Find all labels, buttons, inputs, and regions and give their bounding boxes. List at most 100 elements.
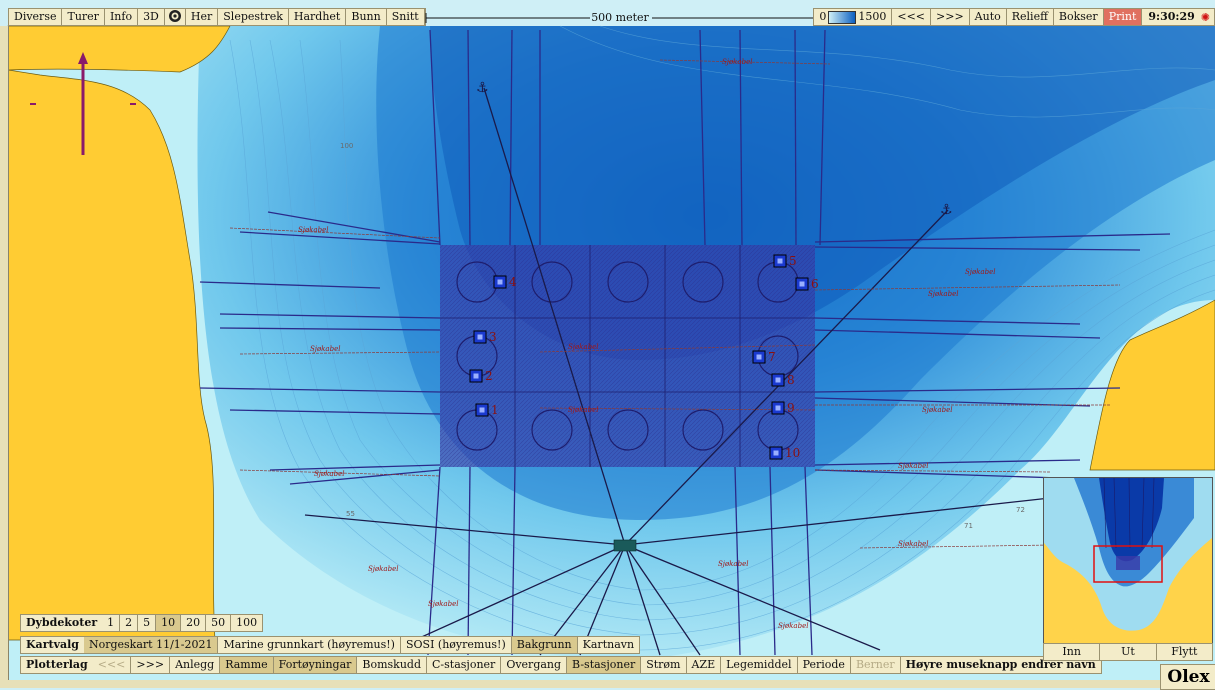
depth-label: 55: [346, 510, 355, 518]
depth-label: 72: [1016, 506, 1025, 514]
station-label: 7: [768, 350, 776, 364]
station-marker-core: [477, 334, 483, 340]
cable-label: Sjøkabel: [898, 540, 928, 548]
contour-20[interactable]: 20: [181, 615, 207, 631]
depth-scale[interactable]: 0 1500: [814, 9, 893, 25]
cable-label: Sjøkabel: [965, 268, 995, 276]
station-label: 6: [811, 277, 819, 291]
bokser-button[interactable]: Bokser: [1054, 9, 1104, 25]
map-kartnavn[interactable]: Kartnavn: [582, 638, 635, 651]
contour-10[interactable]: 10: [156, 615, 182, 631]
station-marker-core: [777, 258, 783, 264]
map-bakgrunn[interactable]: Bakgrunn: [511, 637, 578, 653]
station-marker-core: [773, 450, 779, 456]
longitude-ruler: [0, 680, 1160, 688]
toolbar-slepestrek[interactable]: Slepestrek: [218, 9, 289, 25]
layer-anlegg[interactable]: Anlegg: [170, 657, 221, 673]
cable-label: Sjøkabel: [928, 290, 958, 298]
overview-controls: Inn Ut Flytt: [1043, 643, 1213, 661]
toolbar-info[interactable]: Info: [105, 9, 139, 25]
depth-max: 1500: [858, 10, 887, 23]
cable-label: Sjøkabel: [922, 406, 952, 414]
cable-label: Sjøkabel: [298, 226, 328, 234]
toolbar-turer[interactable]: Turer: [62, 9, 105, 25]
contour-2[interactable]: 2: [120, 615, 139, 631]
station-marker-core: [473, 373, 479, 379]
station-label: 1: [491, 403, 499, 417]
depth-contour-bar: Dybdekoter 1 2 5 10 20 50 100: [20, 614, 264, 632]
plotterlag-label: Plotterlag: [26, 658, 88, 671]
contour-100[interactable]: 100: [236, 616, 258, 629]
toolbar-bunn[interactable]: Bunn: [346, 9, 387, 25]
cable-label: Sjøkabel: [568, 343, 598, 351]
layer-periode[interactable]: Periode: [798, 657, 851, 673]
station-label: 8: [787, 373, 795, 387]
layer-overgang[interactable]: Overgang: [501, 657, 568, 673]
toolbar-hardhet[interactable]: Hardhet: [289, 9, 347, 25]
zoom-out-button[interactable]: Ut: [1100, 644, 1157, 660]
cable-label: Sjøkabel: [310, 345, 340, 353]
map-marine-grunnkart[interactable]: Marine grunnkart (høyremus!): [218, 637, 401, 653]
layer-strom[interactable]: Strøm: [641, 657, 687, 673]
cable-label: Sjøkabel: [314, 470, 344, 478]
layer-prev-button[interactable]: <<<: [93, 657, 132, 673]
toolbar-snitt[interactable]: Snitt: [387, 9, 425, 25]
layer-aze[interactable]: AZE: [687, 657, 722, 673]
scale-label: 500 meter: [591, 11, 649, 24]
move-button[interactable]: Flytt: [1171, 645, 1198, 658]
cable-label: Sjøkabel: [568, 406, 598, 414]
target-icon[interactable]: [165, 9, 186, 25]
layer-bomskudd[interactable]: Bomskudd: [357, 657, 428, 673]
station-label: 10: [785, 446, 800, 460]
svg-text:⚓: ⚓: [476, 80, 489, 96]
next-button[interactable]: >>>: [931, 9, 970, 25]
contour-5[interactable]: 5: [138, 615, 157, 631]
toolbar-3d[interactable]: 3D: [138, 9, 165, 25]
station-label: 9: [787, 401, 795, 415]
layer-fortoyningar[interactable]: Fortøyningar: [273, 657, 358, 673]
overview-map[interactable]: [1043, 477, 1213, 644]
map-sosi[interactable]: SOSI (høyremus!): [401, 637, 512, 653]
record-icon: ✺: [1200, 10, 1210, 24]
top-right-toolbar: 0 1500 <<< >>> Auto Relieff Bokser Print…: [813, 8, 1215, 26]
brand-logo: Olex: [1160, 664, 1215, 690]
layer-c-stasjoner[interactable]: C-stasjoner: [427, 657, 502, 673]
depth-label: 100: [340, 142, 353, 150]
cable-label: Sjøkabel: [722, 58, 752, 66]
toolbar-diverse[interactable]: Diverse: [9, 9, 63, 25]
latitude-ruler: [0, 26, 9, 680]
kartvalg-label: Kartvalg: [26, 638, 79, 651]
station-marker-core: [775, 405, 781, 411]
relieff-button[interactable]: Relieff: [1007, 9, 1054, 25]
station-marker-core: [497, 279, 503, 285]
cable-label: Sjøkabel: [368, 565, 398, 573]
zoom-in-button[interactable]: Inn: [1044, 644, 1101, 660]
map-norgeskart[interactable]: Norgeskart 11/1-2021: [83, 637, 219, 653]
depth-min: 0: [819, 10, 827, 23]
layer-b-stasjoner[interactable]: B-stasjoner: [567, 657, 642, 673]
top-toolbar: Diverse Turer Info 3D Her Slepestrek Har…: [8, 8, 426, 26]
cable-label: Sjøkabel: [428, 600, 458, 608]
print-button[interactable]: Print: [1103, 9, 1143, 25]
auto-button[interactable]: Auto: [970, 9, 1007, 25]
dybdekoter-label: Dybdekoter: [26, 616, 98, 629]
station-label: 5: [789, 254, 797, 268]
station-label: 2: [485, 369, 493, 383]
rename-hint: Høyre museknapp endrer navn: [905, 658, 1096, 671]
contour-1[interactable]: 1: [102, 615, 121, 631]
station-marker-core: [775, 377, 781, 383]
prev-button[interactable]: <<<: [892, 9, 932, 25]
layer-legemiddel[interactable]: Legemiddel: [721, 657, 798, 673]
station-marker-core: [479, 407, 485, 413]
layer-berner[interactable]: Berner: [851, 657, 901, 673]
depth-label: 71: [964, 522, 973, 530]
toolbar-her[interactable]: Her: [186, 9, 219, 25]
contour-50[interactable]: 50: [206, 615, 232, 631]
clock: 9:30:29: [1148, 10, 1195, 23]
depth-gradient: [828, 10, 857, 24]
map-select-bar: Kartvalg Norgeskart 11/1-2021 Marine gru…: [20, 636, 641, 654]
cable-label: Sjøkabel: [898, 462, 928, 470]
layer-next-button[interactable]: >>>: [131, 657, 171, 673]
layer-ramme[interactable]: Ramme: [220, 657, 274, 673]
